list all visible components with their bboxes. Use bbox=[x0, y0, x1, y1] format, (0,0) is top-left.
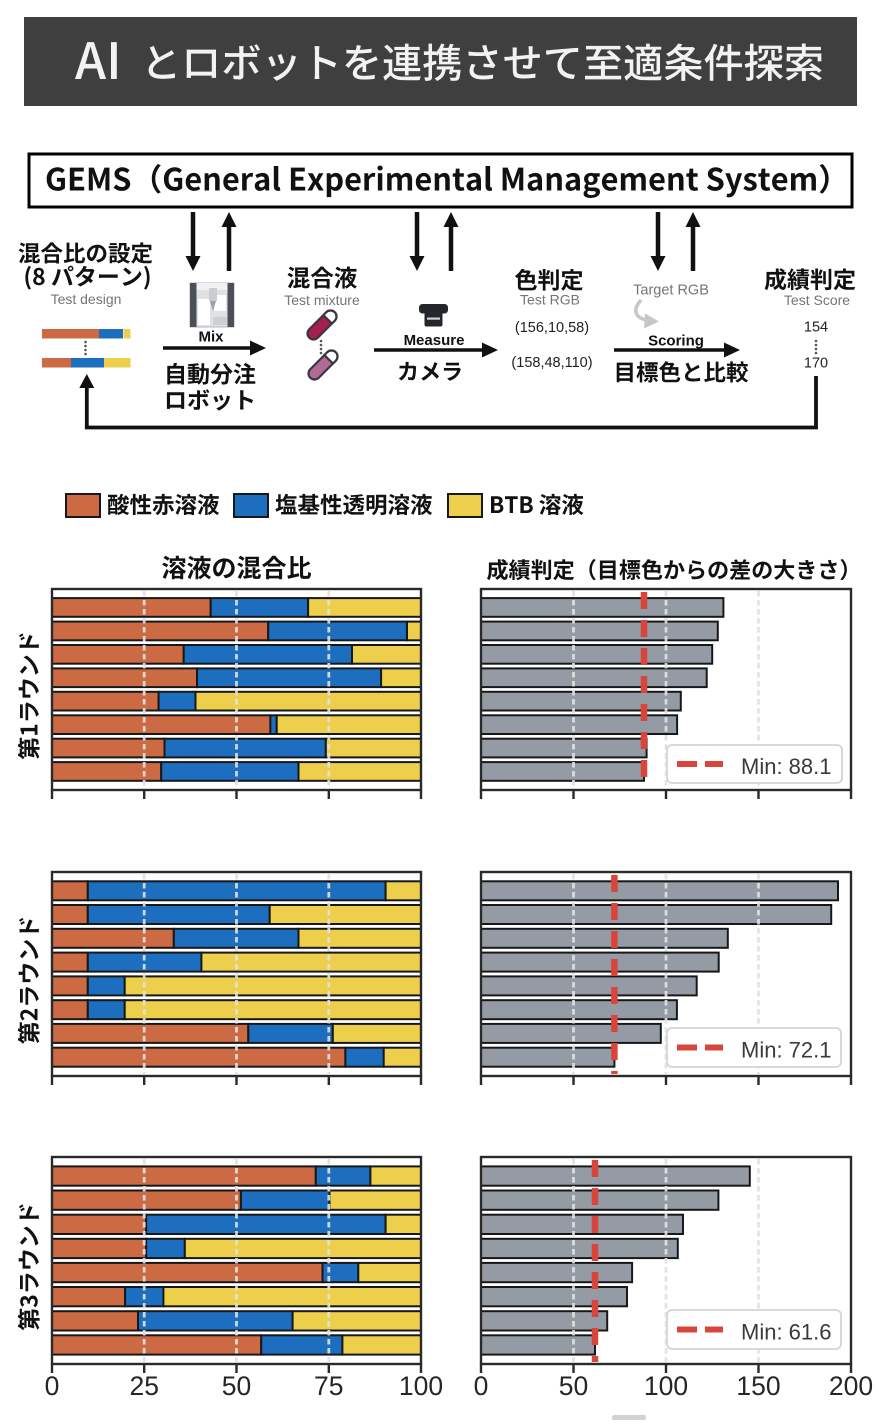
svg-text:100: 100 bbox=[644, 1371, 688, 1401]
svg-text:(158,48,110): (158,48,110) bbox=[511, 355, 592, 371]
svg-text:154: 154 bbox=[804, 320, 828, 336]
svg-text:150: 150 bbox=[736, 1371, 780, 1401]
svg-text:200: 200 bbox=[829, 1371, 873, 1401]
svg-text:Min: 61.6: Min: 61.6 bbox=[741, 1320, 832, 1345]
svg-text:0: 0 bbox=[45, 1371, 60, 1401]
svg-text:Test mixture: Test mixture bbox=[284, 292, 360, 308]
svg-text:50: 50 bbox=[222, 1371, 251, 1401]
svg-text:0: 0 bbox=[474, 1371, 489, 1401]
svg-text:Test design: Test design bbox=[51, 291, 122, 307]
svg-text:Mix: Mix bbox=[198, 329, 224, 346]
svg-text:25: 25 bbox=[130, 1371, 159, 1401]
svg-text:100: 100 bbox=[399, 1371, 443, 1401]
svg-text:75: 75 bbox=[314, 1371, 343, 1401]
svg-text:Test Score: Test Score bbox=[784, 292, 850, 308]
svg-text:(156,10,58): (156,10,58) bbox=[515, 320, 589, 336]
svg-text:Target RGB: Target RGB bbox=[633, 283, 709, 299]
svg-text:Test RGB: Test RGB bbox=[520, 292, 580, 308]
svg-text:Scoring: Scoring bbox=[648, 333, 704, 350]
svg-text:Measure: Measure bbox=[404, 332, 465, 349]
svg-text:Min: 88.1: Min: 88.1 bbox=[741, 754, 832, 779]
svg-text:Min: 72.1: Min: 72.1 bbox=[741, 1038, 832, 1063]
svg-text:50: 50 bbox=[559, 1371, 588, 1401]
svg-text:170: 170 bbox=[804, 356, 828, 372]
